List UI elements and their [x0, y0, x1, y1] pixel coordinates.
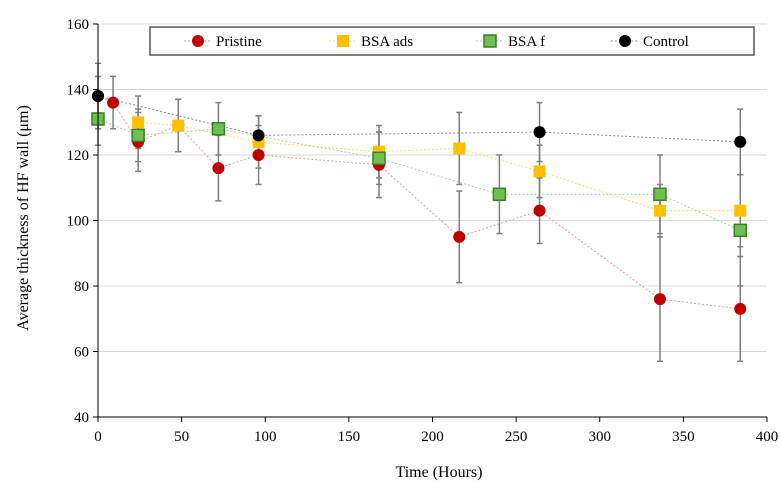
y-tick-label: 160: [67, 17, 90, 33]
gridlines: [98, 23, 767, 352]
x-axis-label: Time (Hours): [396, 464, 483, 481]
x-tick-label: 150: [338, 429, 361, 445]
data-point-bsa-f: [372, 151, 386, 166]
y-tick-labels: 40 60 80 100 120 140 160: [67, 17, 90, 426]
data-point-pristine: [212, 162, 225, 175]
x-tick-label: 0: [94, 429, 102, 445]
y-tick-label: 80: [74, 279, 89, 295]
legend-item-pristine: Pristine: [184, 34, 262, 50]
legend-label: BSA ads: [361, 34, 413, 50]
data-point-pristine: [533, 204, 546, 217]
data-point-control: [252, 129, 265, 142]
data-point-bsa-f: [211, 122, 226, 136]
legend: Pristine BSA ads BSA f Control: [149, 26, 755, 56]
legend-box: [149, 26, 755, 56]
y-tick-label: 120: [67, 148, 90, 164]
legend-swatch-marker: [619, 35, 631, 47]
y-axis-label: Average thickness of HF wall (μm): [15, 105, 32, 331]
data-point-control: [734, 135, 747, 148]
data-point-pristine: [734, 302, 747, 315]
series-line-pristine: [97, 95, 741, 310]
data-point-bsa-ads: [653, 204, 666, 217]
data-point-bsa-f: [653, 187, 667, 202]
x-tick-label: 100: [254, 429, 277, 445]
data-point-bsa-ads: [734, 204, 747, 217]
legend-swatch-marker: [192, 35, 204, 47]
legend-item-control: Control: [611, 34, 689, 50]
x-tick-label: 400: [756, 429, 779, 445]
data-point-bsa-f: [733, 223, 747, 238]
series-line-bsa-ads: [138, 121, 741, 212]
legend-label: Pristine: [216, 34, 262, 50]
legend-label: Control: [643, 34, 689, 50]
legend-item-bsa-f: BSA f: [476, 34, 545, 50]
series-line-control: [97, 95, 741, 143]
data-point-pristine: [453, 230, 466, 243]
x-tick-label: 300: [589, 429, 612, 445]
x-tick-label: 250: [505, 429, 528, 445]
data-point-bsa-ads: [453, 142, 466, 155]
x-tick-label: 200: [421, 429, 444, 445]
legend-item-bsa-ads: BSA ads: [329, 34, 413, 50]
series-line-bsa-f: [97, 118, 741, 231]
axes: [93, 23, 768, 422]
data-point-pristine: [107, 96, 120, 109]
data-point-bsa-ads: [172, 119, 185, 132]
y-tick-label: 60: [74, 345, 89, 361]
y-tick-label: 140: [67, 83, 90, 99]
x-tick-label: 350: [672, 429, 695, 445]
error-bars: [95, 62, 744, 363]
data-point-pristine: [252, 149, 265, 161]
data-markers: [91, 90, 747, 315]
x-tick-label: 50: [174, 429, 189, 445]
data-point-control: [533, 126, 546, 139]
y-tick-label: 40: [74, 410, 89, 426]
legend-swatch-marker: [483, 34, 497, 48]
y-tick-label: 100: [67, 214, 90, 230]
data-point-bsa-f: [131, 128, 145, 143]
data-point-bsa-ads: [132, 116, 145, 129]
data-point-bsa-f: [492, 187, 507, 202]
legend-swatch-marker: [337, 35, 349, 47]
x-tick-labels: 0 50 100 150 200 250 300 350 400: [94, 429, 778, 445]
series-lines: [97, 95, 741, 310]
legend-label: BSA f: [508, 34, 545, 50]
data-point-bsa-ads: [533, 165, 546, 178]
data-point-pristine: [653, 293, 666, 306]
